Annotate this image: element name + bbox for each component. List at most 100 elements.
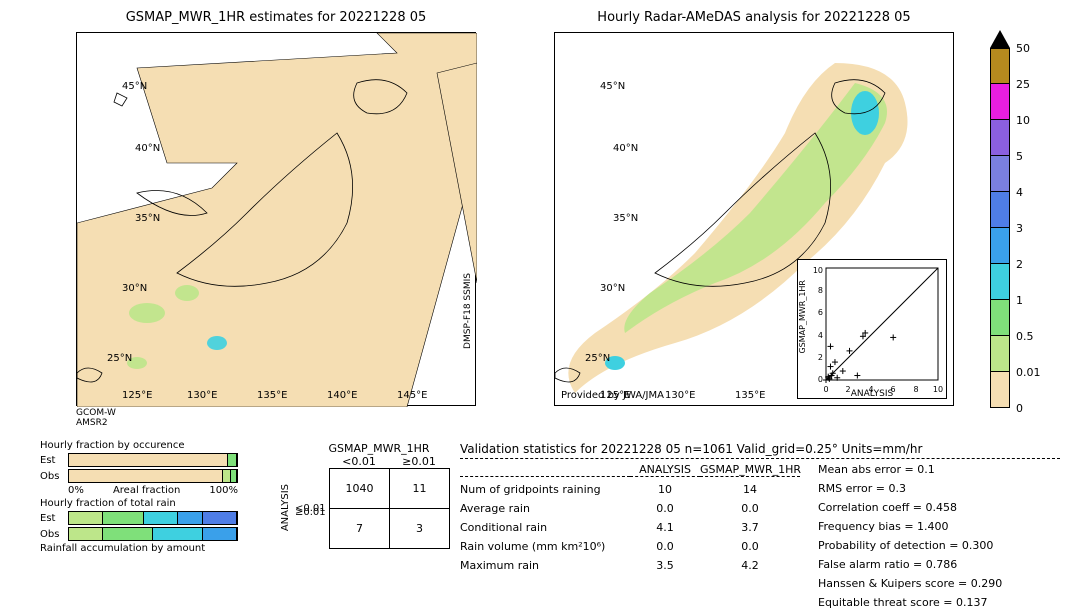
stats-colhdr: ANALYSIS bbox=[630, 463, 700, 477]
lon-tick: 135°E bbox=[257, 390, 287, 401]
colorbar-swatch bbox=[990, 336, 1010, 372]
metric-line: Mean abs error = 0.1 bbox=[818, 463, 1002, 476]
ct-rowhdr: ≥0.01 bbox=[295, 507, 329, 518]
ct-cell: 11 bbox=[390, 469, 450, 509]
frac-occ-title: Hourly fraction by occurence bbox=[40, 440, 260, 451]
axis-100: 100% bbox=[209, 485, 238, 496]
bar-segment bbox=[69, 454, 228, 466]
colorbar-tick: 25 bbox=[1016, 78, 1030, 91]
sat1-label: GCOM-W AMSR2 bbox=[76, 408, 116, 428]
bar-rowlabel: Obs bbox=[40, 529, 68, 540]
left-map-frame: 25°N 30°N 35°N 40°N 45°N 125°E 130°E 135… bbox=[76, 32, 476, 406]
scatter-inset: 024 6810 024 6810 ANALYSIS GSMAP_MWR_1HR bbox=[797, 259, 947, 399]
stats-cell: 0.0 bbox=[700, 540, 800, 553]
metric-line: Correlation coeff = 0.458 bbox=[818, 501, 1002, 514]
ct-cell: 3 bbox=[390, 509, 450, 549]
stats-cell: Num of gridpoints raining bbox=[460, 483, 630, 496]
metric-line: RMS error = 0.3 bbox=[818, 482, 1002, 495]
precip-blob bbox=[175, 285, 199, 301]
stats-cell: Maximum rain bbox=[460, 559, 630, 572]
bar-segment bbox=[144, 512, 178, 524]
colorbar-swatch bbox=[990, 84, 1010, 120]
colorbar-tick: 3 bbox=[1016, 222, 1023, 235]
lat-tick: 45°N bbox=[600, 81, 625, 92]
colorbar-tick: 1 bbox=[1016, 294, 1023, 307]
stats-cell: 10 bbox=[630, 483, 700, 496]
areal-label: Areal fraction bbox=[113, 485, 180, 496]
radar-cyan bbox=[851, 91, 879, 135]
bar-segment bbox=[69, 528, 103, 540]
bar-segment bbox=[203, 512, 237, 524]
colorbar-swatch bbox=[990, 120, 1010, 156]
precip-blob bbox=[129, 303, 165, 323]
stats-cell: Rain volume (mm km²10⁶) bbox=[460, 540, 630, 553]
ct-colhdr: <0.01 bbox=[329, 455, 389, 468]
colorbar-tick: 0.5 bbox=[1016, 330, 1034, 343]
left-map-title: GSMAP_MWR_1HR estimates for 20221228 05 bbox=[76, 10, 476, 25]
coastline-small bbox=[114, 93, 127, 106]
ct-cell: 1040 bbox=[330, 469, 390, 509]
colorbar-swatch bbox=[990, 48, 1010, 84]
bar-segment bbox=[103, 512, 145, 524]
fraction-bars: Hourly fraction by occurence Est Obs 0% … bbox=[40, 438, 260, 556]
metrics-column: Mean abs error = 0.1 RMS error = 0.3 Corre… bbox=[818, 463, 1002, 615]
stats-colhdr: GSMAP_MWR_1HR bbox=[700, 463, 800, 477]
colorbar-tick: 5 bbox=[1016, 150, 1023, 163]
bar-segment bbox=[178, 512, 203, 524]
svg-text:2: 2 bbox=[818, 353, 823, 362]
bar-rowlabel: Est bbox=[40, 513, 68, 524]
lat-tick: 25°N bbox=[585, 353, 610, 364]
frac-accum-title: Rainfall accumulation by amount bbox=[40, 543, 260, 554]
stats-cell: 4.1 bbox=[630, 521, 700, 534]
bar-segment bbox=[103, 528, 153, 540]
metric-line: Equitable threat score = 0.137 bbox=[818, 596, 1002, 609]
contingency-rowaxis: ANALYSIS bbox=[280, 484, 291, 531]
scatter-xlabel: ANALYSIS bbox=[798, 389, 946, 399]
ct-colhdr: ≥0.01 bbox=[389, 455, 449, 468]
lat-tick: 40°N bbox=[613, 143, 638, 154]
lon-tick: 145°E bbox=[397, 390, 427, 401]
svg-text:8: 8 bbox=[818, 286, 823, 295]
colorbar-swatch bbox=[990, 372, 1010, 408]
bar-segment bbox=[223, 470, 231, 482]
ct-cell: 7 bbox=[330, 509, 390, 549]
bar-segment bbox=[231, 470, 237, 482]
svg-text:6: 6 bbox=[818, 308, 823, 317]
right-map-frame: 25°N 30°N 35°N 40°N 45°N 125°E 130°E 135… bbox=[554, 32, 954, 406]
svg-text:10: 10 bbox=[813, 266, 823, 275]
lat-tick: 25°N bbox=[107, 353, 132, 364]
validation-stats: Validation statistics for 20221228 05 n=… bbox=[460, 442, 1060, 615]
validation-header: Validation statistics for 20221228 05 n=… bbox=[460, 442, 1060, 459]
lon-tick: 130°E bbox=[187, 390, 217, 401]
stats-cell: 0.0 bbox=[630, 540, 700, 553]
colorbar-swatch bbox=[990, 156, 1010, 192]
lat-tick: 35°N bbox=[613, 213, 638, 224]
colorbar-tick: 2 bbox=[1016, 258, 1023, 271]
contingency-region: GSMAP_MWR_1HR ANALYSIS <0.01 ≥0.01 <0.01… bbox=[280, 442, 450, 560]
lat-tick: 30°N bbox=[600, 283, 625, 294]
metric-line: Frequency bias = 1.400 bbox=[818, 520, 1002, 533]
bar-segment bbox=[69, 470, 223, 482]
stats-colhdr bbox=[460, 463, 630, 477]
colorbar-tick: 10 bbox=[1016, 114, 1030, 127]
colorbar-swatch bbox=[990, 192, 1010, 228]
bar-segment bbox=[153, 528, 203, 540]
stats-cell: 3.5 bbox=[630, 559, 700, 572]
frac-rain-title: Hourly fraction of total rain bbox=[40, 498, 260, 509]
stats-cell: 3.7 bbox=[700, 521, 800, 534]
contingency-title: GSMAP_MWR_1HR bbox=[308, 442, 450, 455]
lon-tick: 140°E bbox=[327, 390, 357, 401]
colorbar-tick: 4 bbox=[1016, 186, 1023, 199]
stats-cell: Average rain bbox=[460, 502, 630, 515]
lat-tick: 30°N bbox=[122, 283, 147, 294]
colorbar: 502510543210.50.010 bbox=[990, 30, 1010, 408]
colorbar-swatch bbox=[990, 228, 1010, 264]
colorbar-tick: 0.01 bbox=[1016, 366, 1041, 379]
lon-tick: 135°E bbox=[735, 390, 765, 401]
stats-cell: Conditional rain bbox=[460, 521, 630, 534]
scatter-ylabel: GSMAP_MWR_1HR bbox=[798, 280, 807, 354]
svg-text:4: 4 bbox=[818, 331, 823, 340]
colorbar-tick: 0 bbox=[1016, 402, 1023, 415]
svg-text:0: 0 bbox=[818, 375, 823, 384]
map-footer: Provided by JWA/JMA bbox=[561, 390, 664, 401]
